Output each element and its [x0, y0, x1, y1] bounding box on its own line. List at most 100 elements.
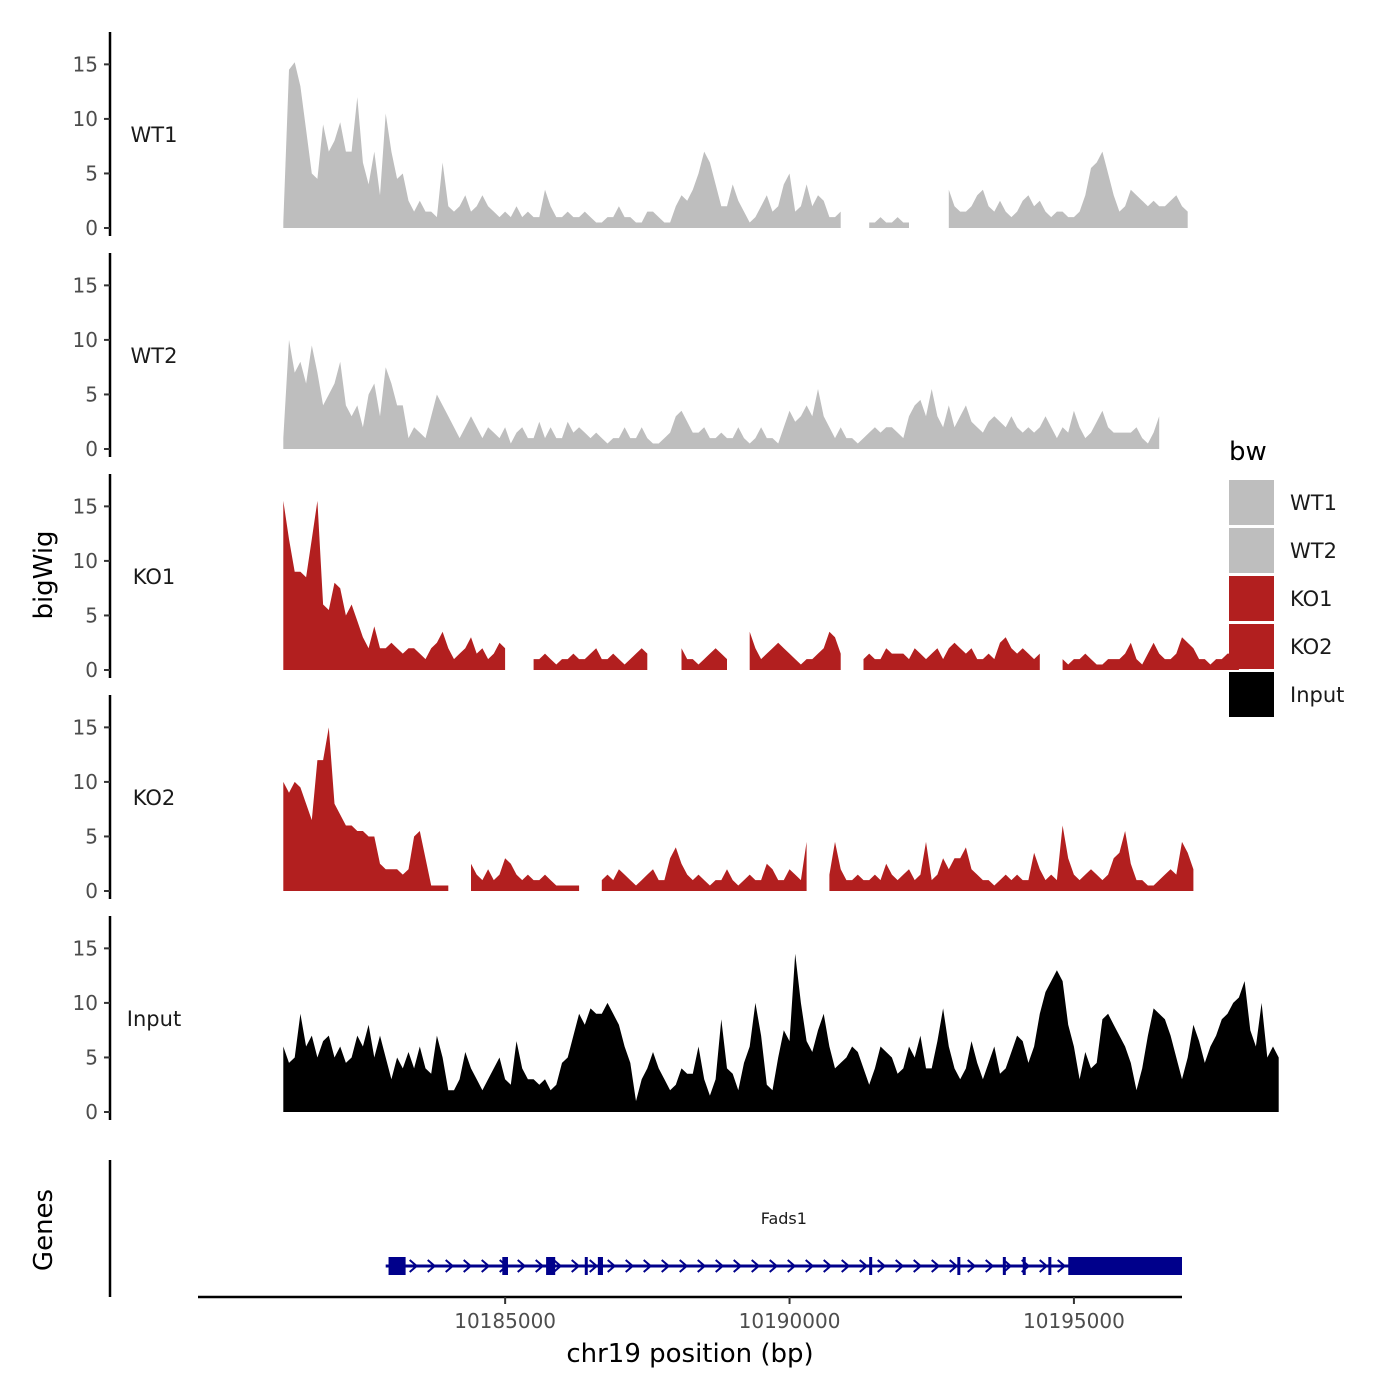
exon: [584, 1257, 588, 1275]
strand-arrow-icon: [877, 1259, 887, 1273]
y-tick-label: 10: [73, 328, 98, 352]
x-axis: 10185000 10190000 10195000: [198, 1295, 1182, 1333]
strand-arrow-icon: [931, 1259, 941, 1273]
exon: [502, 1257, 508, 1275]
y-tick-label: 15: [73, 936, 98, 960]
strand-arrow-icon: [517, 1259, 527, 1273]
strand-arrow-icon: [607, 1259, 617, 1273]
exon: [1068, 1257, 1182, 1275]
y-tick-label: 10: [73, 107, 98, 131]
exon: [869, 1257, 873, 1275]
x-tick-label: 10195000: [1023, 1309, 1125, 1333]
strand-arrow-icon: [859, 1259, 869, 1273]
exon: [1048, 1257, 1052, 1275]
strand-arrow-icon: [787, 1259, 797, 1273]
area-input: [283, 953, 1279, 1112]
gene-track: Fads1: [108, 1160, 1182, 1297]
y-tick-label: 5: [85, 603, 98, 627]
strand-arrow-icon: [679, 1259, 689, 1273]
strand-arrow-icon: [733, 1259, 743, 1273]
legend-swatch-wt1: [1229, 480, 1274, 525]
y-tick-label: 15: [73, 52, 98, 76]
strand-arrow-icon: [895, 1259, 905, 1273]
signal-tracks: 0 5 10 15 WT1 0 5 10 15 WT2 0 5 10 15 KO1 0 5 10 15 KO2 0 5 10…: [73, 32, 1279, 1124]
gene-fads1: Fads1: [385, 1209, 1182, 1275]
track-ko1: 0 5 10 15 KO1: [73, 474, 1239, 682]
y-tick-label: 0: [85, 658, 98, 682]
legend-label-wt2: WT2: [1290, 539, 1337, 563]
strand-arrow-icon: [571, 1259, 581, 1273]
gene-label: Fads1: [761, 1209, 807, 1228]
exon: [957, 1257, 961, 1275]
area-ko2: [601, 841, 807, 891]
track-input: 0 5 10 15 Input: [73, 916, 1279, 1124]
area-ko1: [533, 648, 648, 670]
strand-arrow-icon: [769, 1259, 779, 1273]
strand-arrow-icon: [427, 1259, 437, 1273]
track-label-ko1: KO1: [133, 565, 176, 589]
y-tick-label: 15: [73, 715, 98, 739]
exon: [1022, 1257, 1026, 1275]
area-ko1: [863, 637, 1040, 670]
strand-arrow-icon: [1039, 1259, 1049, 1273]
track-label-input: Input: [127, 1007, 181, 1031]
strand-arrow-icon: [535, 1259, 545, 1273]
exon: [546, 1257, 556, 1275]
y-tick-label: 15: [73, 273, 98, 297]
legend-swatch-ko1: [1229, 576, 1274, 621]
track-label-wt2: WT2: [131, 344, 178, 368]
y-tick-label: 15: [73, 494, 98, 518]
strand-arrow-icon: [463, 1259, 473, 1273]
area-ko2: [283, 727, 449, 891]
track-wt2: 0 5 10 15 WT2: [73, 253, 1160, 461]
strand-arrow-icon: [1057, 1259, 1067, 1273]
y-tick-label: 0: [85, 437, 98, 461]
strand-arrow-icon: [715, 1259, 725, 1273]
strand-arrow-icon: [949, 1259, 959, 1273]
y-tick-label: 10: [73, 549, 98, 573]
track-label-ko2: KO2: [133, 786, 176, 810]
area-wt1: [948, 151, 1188, 228]
area-wt2: [283, 339, 1160, 449]
x-tick-label: 10185000: [454, 1309, 556, 1333]
y-tick-label: 0: [85, 1100, 98, 1124]
strand-arrow-icon: [805, 1259, 815, 1273]
strand-arrow-icon: [481, 1259, 491, 1273]
genes-axis-title: Genes: [29, 1189, 59, 1271]
track-wt1: 0 5 10 15 WT1: [73, 32, 1188, 240]
area-wt1: [283, 62, 841, 229]
y-tick-label: 5: [85, 161, 98, 185]
y-axis-title: bigWig: [29, 530, 59, 619]
area-ko2: [471, 858, 580, 891]
legend-swatch-wt2: [1229, 528, 1274, 573]
area-ko2: [829, 825, 1194, 891]
strand-arrow-icon: [841, 1259, 851, 1273]
strand-arrow-icon: [625, 1259, 635, 1273]
strand-arrow-icon: [1003, 1259, 1013, 1273]
area-ko1: [749, 631, 841, 670]
strand-arrow-icon: [553, 1259, 563, 1273]
y-tick-label: 10: [73, 991, 98, 1015]
x-axis-title: chr19 position (bp): [566, 1339, 813, 1369]
strand-arrow-icon: [661, 1259, 671, 1273]
y-tick-label: 0: [85, 879, 98, 903]
exon: [597, 1257, 603, 1275]
strand-arrow-icon: [589, 1259, 599, 1273]
legend-label-input: Input: [1290, 683, 1344, 707]
exon: [388, 1257, 406, 1275]
y-tick-label: 5: [85, 382, 98, 406]
legend-label-ko1: KO1: [1290, 587, 1333, 611]
legend: bw WT1 WT2 KO1 KO2 Input: [1229, 437, 1344, 717]
y-tick-label: 5: [85, 824, 98, 848]
strand-arrow-icon: [823, 1259, 833, 1273]
strand-arrow-icon: [643, 1259, 653, 1273]
strand-arrow-icon: [445, 1259, 455, 1273]
area-ko1: [1062, 637, 1239, 670]
legend-label-wt1: WT1: [1290, 491, 1337, 515]
strand-arrow-icon: [751, 1259, 761, 1273]
y-tick-label: 5: [85, 1045, 98, 1069]
x-tick-label: 10190000: [739, 1309, 841, 1333]
area-wt1: [869, 217, 909, 228]
legend-swatch-ko2: [1229, 624, 1274, 669]
strand-arrow-icon: [697, 1259, 707, 1273]
